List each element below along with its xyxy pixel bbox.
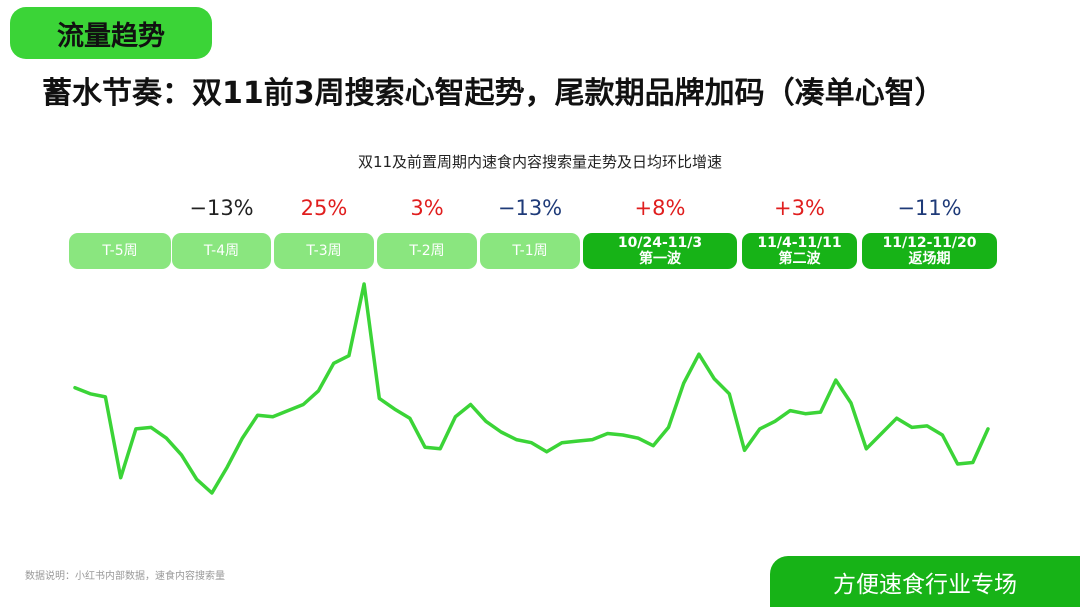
data-point <box>89 393 91 395</box>
period-label: T-3周 <box>306 243 342 259</box>
period-pill: T-1周 <box>480 233 580 269</box>
period-label: T-1周 <box>512 243 548 259</box>
data-point <box>515 439 517 441</box>
period-label: 11/4-11/11 <box>757 235 842 251</box>
data-point <box>409 417 411 419</box>
data-point <box>941 434 943 436</box>
industry-badge: 方便速食行业专场 <box>770 556 1080 607</box>
chart-title: 双11及前置周期内速食内容搜索量走势及日均环比增速 <box>357 153 723 171</box>
period-pill: T-5周 <box>69 233 171 269</box>
period-pill: 11/4-11/11 第二波 <box>742 233 857 269</box>
data-point <box>789 410 791 412</box>
data-point <box>911 426 913 428</box>
data-point <box>987 428 989 430</box>
data-point <box>257 414 259 416</box>
data-point <box>439 448 441 450</box>
data-point <box>150 426 152 428</box>
data-point <box>881 433 882 434</box>
section-tag: 流量趋势 <box>10 7 212 59</box>
data-point <box>348 355 350 357</box>
period-label: 10/24-11/3 <box>617 235 703 251</box>
data-point <box>454 416 456 418</box>
data-point <box>226 466 228 468</box>
data-point <box>896 417 898 419</box>
data-point <box>652 445 654 447</box>
data-point <box>622 434 624 436</box>
period-pill: 11/12-11/20 返场期 <box>862 233 997 269</box>
data-point <box>607 433 609 434</box>
data-point <box>804 413 806 415</box>
data-point <box>637 437 639 439</box>
growth-rate-label: 25% <box>300 196 348 220</box>
data-point <box>531 442 532 444</box>
growth-rate-label: −11% <box>897 196 962 220</box>
growth-rate-label: −13% <box>189 196 254 220</box>
data-point <box>272 416 274 418</box>
data-point <box>318 390 319 392</box>
data-point <box>546 451 548 453</box>
data-point <box>165 437 167 439</box>
data-point <box>394 408 396 410</box>
data-point <box>424 446 426 448</box>
data-point <box>302 404 304 405</box>
data-point <box>181 454 182 456</box>
data-point <box>957 463 959 465</box>
search-volume-line <box>73 282 990 495</box>
period-pill: T-2周 <box>377 233 477 269</box>
data-point <box>972 462 974 463</box>
data-point <box>196 478 198 480</box>
data-point <box>744 449 745 451</box>
data-point <box>576 440 578 442</box>
page-headline: 蓄水节奏：双11前3周搜索心智起势，尾款期品牌加码（凑单心智） <box>42 76 945 111</box>
footnote: 数据说明：小红书内部数据，速食内容搜索量 <box>25 571 225 582</box>
period-label: T-2周 <box>409 243 445 259</box>
period-pill: T-3周 <box>274 233 374 269</box>
data-point <box>241 437 243 439</box>
data-point <box>850 402 852 404</box>
data-point <box>135 428 137 430</box>
data-point <box>759 428 761 430</box>
data-point <box>287 410 289 412</box>
data-point <box>363 283 365 285</box>
data-point <box>470 404 472 405</box>
data-point <box>683 382 685 384</box>
period-pill: T-4周 <box>172 233 271 269</box>
period-pill: 10/24-11/3 第一波 <box>583 233 737 269</box>
growth-rate-label: 3% <box>410 196 444 220</box>
data-point <box>500 431 502 433</box>
period-label: 11/12-11/20 <box>882 235 977 251</box>
period-label: T-5周 <box>102 243 138 259</box>
growth-rate-label: +3% <box>774 196 825 220</box>
growth-rate-label: −13% <box>497 196 563 220</box>
data-point <box>865 448 867 450</box>
data-point <box>926 425 928 427</box>
period-label: T-4周 <box>203 243 240 259</box>
data-point <box>774 420 776 422</box>
growth-rate-label: +8% <box>634 196 686 220</box>
period-sublabel: 返场期 <box>908 251 951 267</box>
data-point <box>835 379 837 381</box>
data-point <box>333 362 335 364</box>
data-point <box>104 396 106 398</box>
data-point <box>668 426 669 428</box>
data-point <box>378 397 380 399</box>
period-sublabel: 第一波 <box>639 251 681 267</box>
data-point <box>120 477 122 479</box>
data-point <box>713 378 715 380</box>
data-point <box>820 411 822 413</box>
data-point <box>698 353 700 355</box>
data-point <box>728 393 730 395</box>
period-sublabel: 第二波 <box>778 251 821 267</box>
data-point <box>591 439 593 441</box>
data-point <box>211 492 213 494</box>
data-point <box>485 420 487 422</box>
data-point <box>74 387 76 389</box>
data-point <box>561 442 563 444</box>
